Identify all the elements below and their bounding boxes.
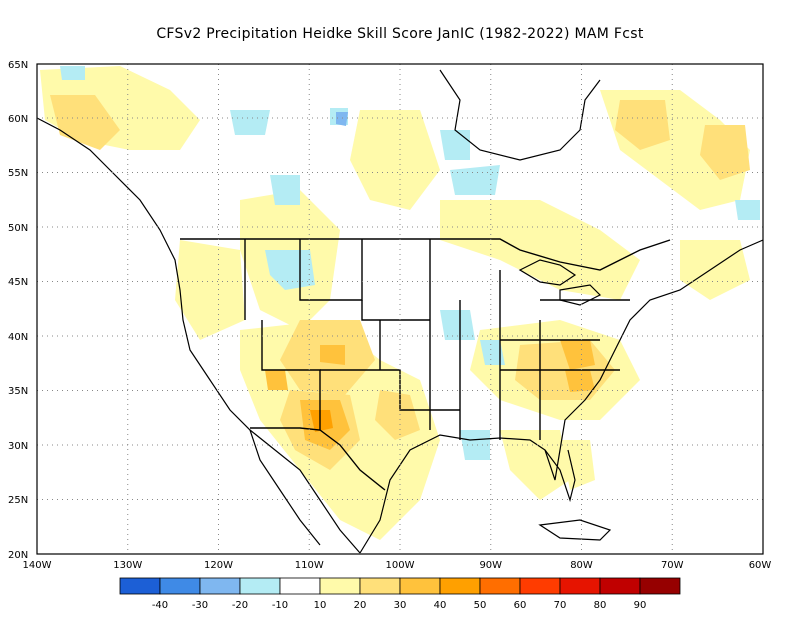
colorbar-tick-label: -20 bbox=[232, 600, 248, 611]
colorbar-tick-label: 10 bbox=[314, 600, 327, 611]
colorbar-tick-label: 60 bbox=[514, 600, 527, 611]
lat-label: 45N bbox=[8, 277, 28, 288]
lon-label: 110W bbox=[295, 560, 324, 571]
colorbar-tick-label: 80 bbox=[594, 600, 607, 611]
coastlines bbox=[36, 69, 764, 554]
lon-label: 100W bbox=[386, 560, 415, 571]
lat-label: 30N bbox=[8, 441, 28, 452]
colorbar-swatch bbox=[239, 577, 281, 595]
colorbar-swatch bbox=[359, 577, 401, 595]
lat-label: 35N bbox=[8, 386, 28, 397]
colorbar bbox=[119, 577, 681, 595]
colorbar-tick-label: 30 bbox=[394, 600, 407, 611]
lat-label: 25N bbox=[8, 495, 28, 506]
lat-label: 65N bbox=[8, 60, 28, 71]
lon-label: 70W bbox=[661, 560, 684, 571]
lon-label: 140W bbox=[23, 560, 52, 571]
colorbar-labels: -40 -30 -20 -10 10 20 30 40 50 60 70 80 90 bbox=[152, 600, 647, 611]
colorbar-tick-label: -10 bbox=[272, 600, 288, 611]
colorbar-swatch bbox=[519, 577, 561, 595]
colorbar-tick-label: 40 bbox=[434, 600, 447, 611]
colorbar-tick-label: -30 bbox=[192, 600, 208, 611]
colorbar-tick-label: -40 bbox=[152, 600, 168, 611]
colorbar-swatch bbox=[599, 577, 641, 595]
lon-label: 90W bbox=[479, 560, 502, 571]
colorbar-tick-label: 50 bbox=[474, 600, 487, 611]
lon-label: 60W bbox=[749, 560, 772, 571]
colorbar-swatch bbox=[279, 577, 321, 595]
lat-label: 55N bbox=[8, 168, 28, 179]
colorbar-swatch bbox=[199, 577, 241, 595]
lon-label: 130W bbox=[113, 560, 142, 571]
colorbar-swatch bbox=[639, 577, 681, 595]
lon-label: 120W bbox=[204, 560, 233, 571]
lat-label: 60N bbox=[8, 114, 28, 125]
map-panel bbox=[36, 63, 764, 555]
longitude-labels: 140W 130W 120W 110W 100W 90W 80W 70W 60W bbox=[23, 560, 772, 571]
lat-label: 20N bbox=[8, 550, 28, 561]
colorbar-swatch bbox=[399, 577, 441, 595]
page-title: CFSv2 Precipitation Heidke Skill Score J… bbox=[156, 26, 644, 42]
map-border bbox=[36, 63, 764, 555]
colorbar-swatch bbox=[319, 577, 361, 595]
colorbar-swatch bbox=[439, 577, 481, 595]
latitude-labels: 20N 25N 30N 35N 40N 45N 50N 55N 60N 65N bbox=[8, 60, 28, 561]
lon-label: 80W bbox=[570, 560, 593, 571]
colorbar-tick-label: 90 bbox=[634, 600, 647, 611]
political-borders bbox=[180, 238, 671, 491]
gridlines bbox=[37, 64, 763, 554]
colorbar-tick-label: 20 bbox=[354, 600, 367, 611]
colorbar-swatch bbox=[479, 577, 521, 595]
colorbar-swatch bbox=[159, 577, 201, 595]
colorbar-swatch bbox=[559, 577, 601, 595]
colorbar-tick-label: 70 bbox=[554, 600, 567, 611]
lat-label: 40N bbox=[8, 332, 28, 343]
colorbar-swatch bbox=[119, 577, 161, 595]
lat-label: 50N bbox=[8, 223, 28, 234]
